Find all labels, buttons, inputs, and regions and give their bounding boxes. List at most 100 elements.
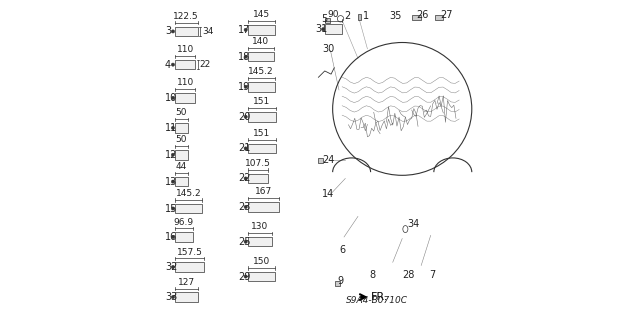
- Bar: [248, 237, 272, 247]
- Bar: [175, 150, 188, 160]
- Circle shape: [172, 63, 175, 66]
- Circle shape: [172, 96, 175, 100]
- Circle shape: [172, 295, 175, 299]
- Text: 28: 28: [402, 270, 415, 280]
- Bar: [175, 177, 188, 186]
- Text: 167: 167: [255, 188, 272, 197]
- Text: 6: 6: [339, 245, 345, 255]
- Text: 2: 2: [344, 11, 350, 21]
- Circle shape: [172, 126, 175, 130]
- Text: 1: 1: [363, 11, 369, 21]
- Text: 140: 140: [252, 37, 269, 46]
- Circle shape: [172, 235, 175, 239]
- Circle shape: [244, 85, 247, 88]
- Text: 5: 5: [321, 14, 328, 24]
- Bar: [175, 93, 195, 103]
- Text: 20: 20: [238, 112, 250, 122]
- Bar: [248, 144, 276, 153]
- Circle shape: [172, 265, 175, 269]
- Circle shape: [244, 275, 247, 278]
- Text: 11: 11: [165, 123, 177, 133]
- Text: 10: 10: [165, 93, 177, 103]
- Bar: [412, 15, 421, 20]
- Circle shape: [321, 28, 324, 31]
- Circle shape: [244, 115, 247, 118]
- Bar: [248, 82, 275, 92]
- Text: 145: 145: [253, 11, 269, 19]
- Bar: [248, 52, 274, 62]
- Text: 18: 18: [238, 52, 250, 62]
- Text: 151: 151: [253, 97, 270, 106]
- Bar: [175, 123, 188, 133]
- Text: 4: 4: [165, 60, 171, 70]
- Text: 122.5: 122.5: [173, 12, 199, 21]
- Circle shape: [244, 205, 247, 209]
- Bar: [325, 25, 342, 34]
- Circle shape: [172, 153, 175, 156]
- Bar: [248, 25, 275, 34]
- Bar: [324, 18, 330, 23]
- Text: 35: 35: [390, 11, 402, 21]
- Text: 29: 29: [238, 271, 250, 281]
- Bar: [318, 158, 323, 163]
- Text: 34: 34: [407, 219, 420, 229]
- Text: 90: 90: [328, 10, 339, 19]
- Circle shape: [244, 177, 247, 180]
- Bar: [248, 202, 278, 212]
- Text: 16: 16: [165, 232, 177, 242]
- Text: 8: 8: [369, 270, 375, 280]
- Circle shape: [244, 240, 247, 243]
- Text: 9: 9: [337, 276, 344, 286]
- Bar: [175, 204, 202, 213]
- Bar: [358, 14, 361, 20]
- Text: 110: 110: [177, 45, 194, 54]
- Circle shape: [244, 55, 247, 58]
- Text: 145.2: 145.2: [175, 189, 201, 198]
- Bar: [435, 15, 444, 20]
- Bar: [248, 112, 276, 122]
- Text: 13: 13: [165, 177, 177, 187]
- Text: 130: 130: [251, 222, 268, 231]
- Text: 157.5: 157.5: [177, 248, 202, 256]
- Text: 32: 32: [165, 262, 177, 272]
- Text: 50: 50: [175, 135, 187, 144]
- Bar: [175, 60, 195, 69]
- Circle shape: [172, 30, 175, 33]
- Text: 150: 150: [253, 257, 270, 266]
- Bar: [248, 174, 268, 183]
- Text: 34: 34: [202, 27, 214, 36]
- Text: 23: 23: [238, 202, 250, 212]
- Text: 110: 110: [177, 78, 194, 87]
- Text: 17: 17: [238, 25, 250, 35]
- Text: 50: 50: [175, 108, 187, 117]
- Text: 3: 3: [165, 26, 171, 36]
- Text: 24: 24: [322, 154, 335, 165]
- Text: 15: 15: [165, 204, 177, 213]
- Bar: [248, 272, 275, 281]
- Text: 127: 127: [178, 278, 195, 286]
- Text: 22: 22: [200, 60, 211, 69]
- Text: 19: 19: [238, 82, 250, 92]
- Bar: [175, 292, 198, 302]
- Text: 26: 26: [417, 10, 429, 20]
- Text: 151: 151: [253, 129, 270, 138]
- Text: 22: 22: [238, 174, 250, 183]
- Text: 7: 7: [429, 270, 435, 280]
- Text: 145.2: 145.2: [248, 67, 274, 76]
- Text: FR.: FR.: [371, 292, 388, 302]
- Text: 27: 27: [440, 10, 452, 20]
- Text: 44: 44: [175, 162, 187, 171]
- Text: 107.5: 107.5: [244, 159, 271, 168]
- Circle shape: [244, 147, 247, 150]
- Bar: [335, 281, 340, 286]
- Text: 33: 33: [165, 292, 177, 302]
- Circle shape: [172, 180, 175, 183]
- Circle shape: [244, 28, 247, 32]
- Bar: [175, 262, 204, 272]
- Text: 30: 30: [323, 44, 335, 54]
- Text: 96.9: 96.9: [174, 218, 194, 226]
- Text: S9A4-B0710C: S9A4-B0710C: [346, 296, 408, 305]
- Circle shape: [172, 207, 175, 210]
- Text: 21: 21: [238, 144, 250, 153]
- Text: 25: 25: [238, 237, 250, 247]
